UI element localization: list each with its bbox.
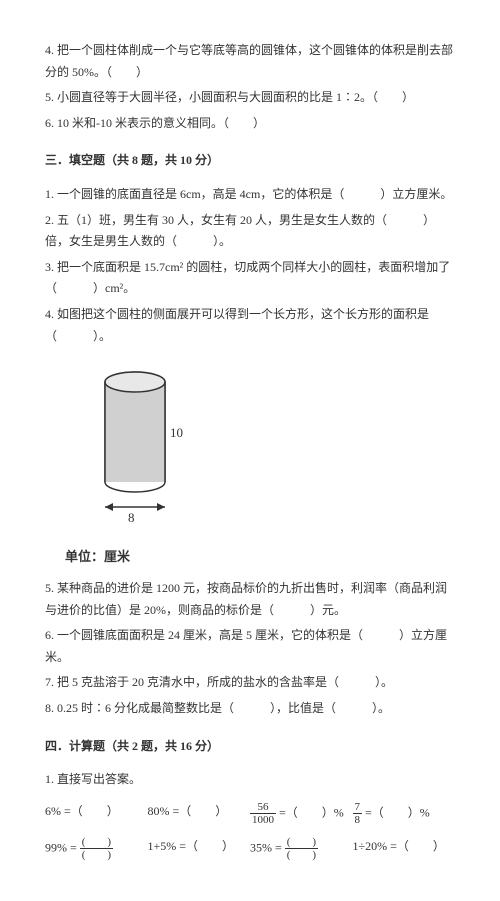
calc-1-4: 7 8 =（ ）% xyxy=(353,801,456,826)
frac-num: ( ) xyxy=(80,836,113,849)
cylinder-figure: 10 8 单位：厘米 xyxy=(65,357,455,568)
frac-blank-1: ( ) ( ) xyxy=(80,836,113,861)
sec2-q6: 6. 10 米和-10 米表示的意义相同。（ ） xyxy=(45,113,455,135)
sec3-q8: 8. 0.25 时∶6 分化成最简整数比是（ ），比值是（ ）。 xyxy=(45,698,455,720)
frac-den: ( ) xyxy=(80,849,113,861)
frac-num: 7 xyxy=(353,801,363,814)
calc-pre: 35% = xyxy=(250,840,285,854)
cylinder-svg: 10 8 xyxy=(65,357,215,537)
calc-tail: =（ ）% xyxy=(362,805,430,819)
frac-num: 56 xyxy=(250,801,276,814)
calc-row-2: 99% = ( ) ( ) 1+5% =（ ） 35% = ( ) ( ) 1÷… xyxy=(45,836,455,861)
cylinder-height-label: 10 xyxy=(170,425,183,440)
calc-1-1: 6% =（ ） xyxy=(45,801,148,826)
sec2-q4: 4. 把一个圆柱体削成一个与它等底等高的圆锥体，这个圆锥体的体积是削去部分的 5… xyxy=(45,40,455,83)
section4-title: 四．计算题（共 2 题，共 16 分） xyxy=(45,736,455,758)
calc-1-2: 80% =（ ） xyxy=(148,801,251,826)
sec3-q7: 7. 把 5 克盐溶于 20 克清水中，所成的盐水的含盐率是（ ）。 xyxy=(45,672,455,694)
sec3-q1: 1. 一个圆锥的底面直径是 6cm，高是 4cm，它的体积是（ ）立方厘米。 xyxy=(45,184,455,206)
frac-den: ( ) xyxy=(285,849,318,861)
sec3-q3: 3. 把一个底面积是 15.7cm² 的圆柱，切成两个同样大小的圆柱，表面积增加… xyxy=(45,257,455,300)
calc-2-1: 99% = ( ) ( ) xyxy=(45,836,148,861)
sec3-q5: 5. 某种商品的进价是 1200 元，按商品标价的九折出售时，利润率（商品利润与… xyxy=(45,578,455,621)
calc-tail: =（ ）% xyxy=(276,805,344,819)
sec3-q6: 6. 一个圆锥底面面积是 24 厘米，高是 5 厘米，它的体积是（ ）立方厘米。 xyxy=(45,625,455,668)
calc-2-3: 35% = ( ) ( ) xyxy=(250,836,353,861)
sec2-q5: 5. 小圆直径等于大圆半径，小圆面积与大圆面积的比是 1∶2。（ ） xyxy=(45,87,455,109)
frac-56-1000: 56 1000 xyxy=(250,801,276,826)
calc-2-2: 1+5% =（ ） xyxy=(148,836,251,861)
frac-blank-2: ( ) ( ) xyxy=(285,836,318,861)
section3-title: 三．填空题（共 8 题，共 10 分） xyxy=(45,150,455,172)
frac-den: 1000 xyxy=(250,814,276,826)
calc-1-3: 56 1000 =（ ）% xyxy=(250,801,353,826)
calc-row-1: 6% =（ ） 80% =（ ） 56 1000 =（ ）% 7 8 =（ ）% xyxy=(45,801,455,826)
sec4-q1: 1. 直接写出答案。 xyxy=(45,769,455,791)
sec3-q2: 2. 五（1）班，男生有 30 人，女生有 20 人，男生是女生人数的（ ）倍，… xyxy=(45,210,455,253)
cylinder-width-label: 8 xyxy=(128,510,135,525)
frac-7-8: 7 8 xyxy=(353,801,363,826)
cylinder-unit-label: 单位：厘米 xyxy=(65,545,455,568)
frac-den: 8 xyxy=(353,814,363,826)
calc-pre: 99% = xyxy=(45,840,80,854)
frac-num: ( ) xyxy=(285,836,318,849)
sec3-q4: 4. 如图把这个圆柱的侧面展开可以得到一个长方形，这个长方形的面积是（ ）。 xyxy=(45,304,455,347)
calc-2-4: 1÷20% =（ ） xyxy=(353,836,456,861)
